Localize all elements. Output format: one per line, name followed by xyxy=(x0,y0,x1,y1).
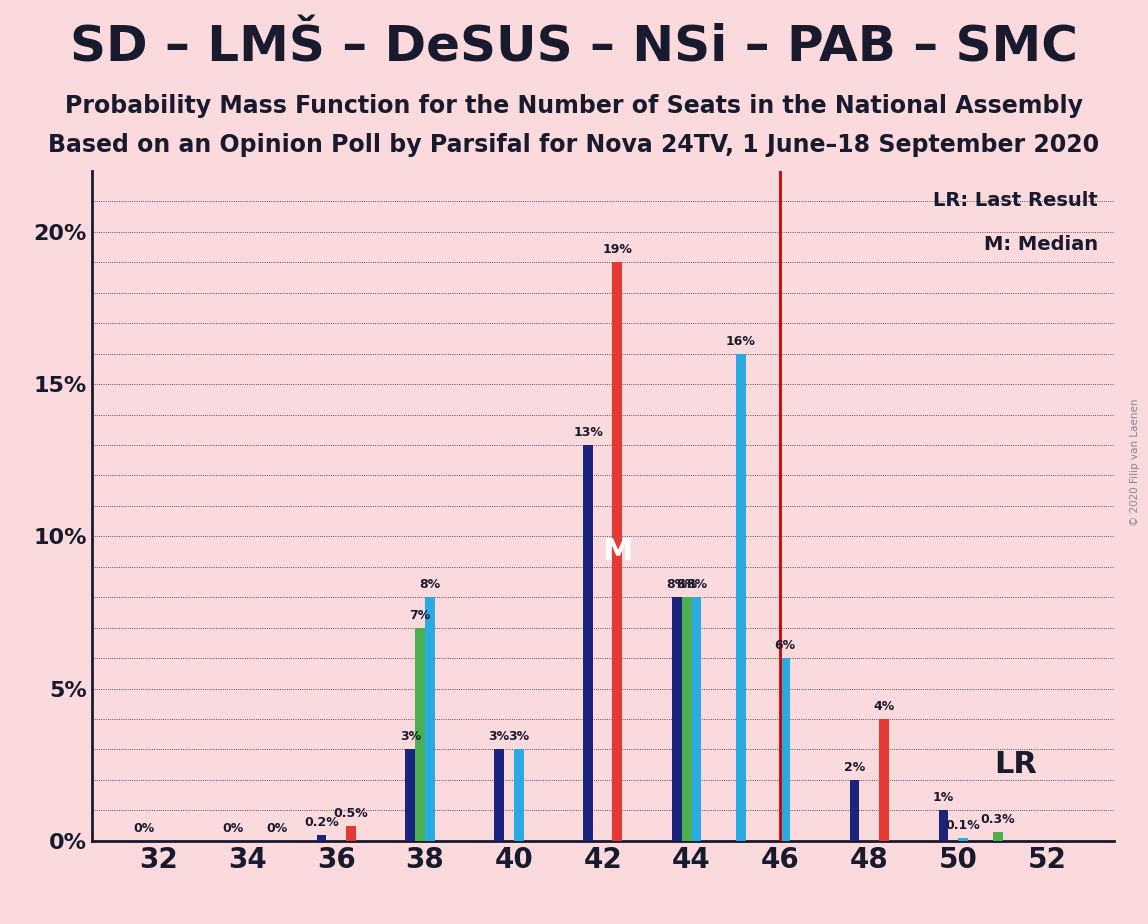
Bar xyxy=(583,445,592,841)
Text: © 2020 Filip van Laenen: © 2020 Filip van Laenen xyxy=(1130,398,1140,526)
Bar xyxy=(993,832,1002,841)
Bar xyxy=(317,834,326,841)
Bar xyxy=(691,597,701,841)
Text: 1%: 1% xyxy=(933,791,954,804)
Bar xyxy=(425,597,435,841)
Text: 0.3%: 0.3% xyxy=(980,812,1015,826)
Text: 6%: 6% xyxy=(775,639,796,652)
Bar xyxy=(939,810,948,841)
Bar xyxy=(672,597,682,841)
Text: 0.1%: 0.1% xyxy=(946,819,980,832)
Text: 0.2%: 0.2% xyxy=(304,816,339,829)
Text: LR: Last Result: LR: Last Result xyxy=(933,191,1099,210)
Text: 3%: 3% xyxy=(489,730,510,744)
Bar xyxy=(781,658,790,841)
Bar xyxy=(495,749,504,841)
Text: 4%: 4% xyxy=(874,700,894,713)
Text: 2%: 2% xyxy=(844,760,866,774)
Text: 0%: 0% xyxy=(222,821,243,834)
Text: M: Median: M: Median xyxy=(984,235,1099,253)
Text: 8%: 8% xyxy=(666,578,688,591)
Text: 0%: 0% xyxy=(133,821,155,834)
Text: 0.5%: 0.5% xyxy=(333,807,369,820)
Bar xyxy=(416,627,425,841)
Bar xyxy=(850,780,860,841)
Bar xyxy=(879,719,889,841)
Bar xyxy=(514,749,523,841)
Bar xyxy=(346,826,356,841)
Bar xyxy=(613,262,622,841)
Text: M: M xyxy=(603,537,633,566)
Text: Probability Mass Function for the Number of Seats in the National Assembly: Probability Mass Function for the Number… xyxy=(65,94,1083,118)
Bar xyxy=(959,838,968,841)
Text: 13%: 13% xyxy=(573,426,603,439)
Text: 3%: 3% xyxy=(509,730,529,744)
Text: Based on an Opinion Poll by Parsifal for Nova 24TV, 1 June–18 September 2020: Based on an Opinion Poll by Parsifal for… xyxy=(48,133,1100,157)
Text: 16%: 16% xyxy=(726,334,755,347)
Text: 8%: 8% xyxy=(676,578,697,591)
Text: SD – LMŠ – DeSUS – NSi – PAB – SMC: SD – LMŠ – DeSUS – NSi – PAB – SMC xyxy=(70,23,1078,71)
Text: 19%: 19% xyxy=(603,243,633,256)
Text: 0%: 0% xyxy=(266,821,288,834)
Bar xyxy=(682,597,691,841)
Text: 3%: 3% xyxy=(400,730,421,744)
Bar xyxy=(405,749,416,841)
Text: 7%: 7% xyxy=(410,609,430,622)
Bar xyxy=(736,354,746,841)
Text: 8%: 8% xyxy=(685,578,707,591)
Text: LR: LR xyxy=(994,750,1038,779)
Text: 8%: 8% xyxy=(419,578,441,591)
